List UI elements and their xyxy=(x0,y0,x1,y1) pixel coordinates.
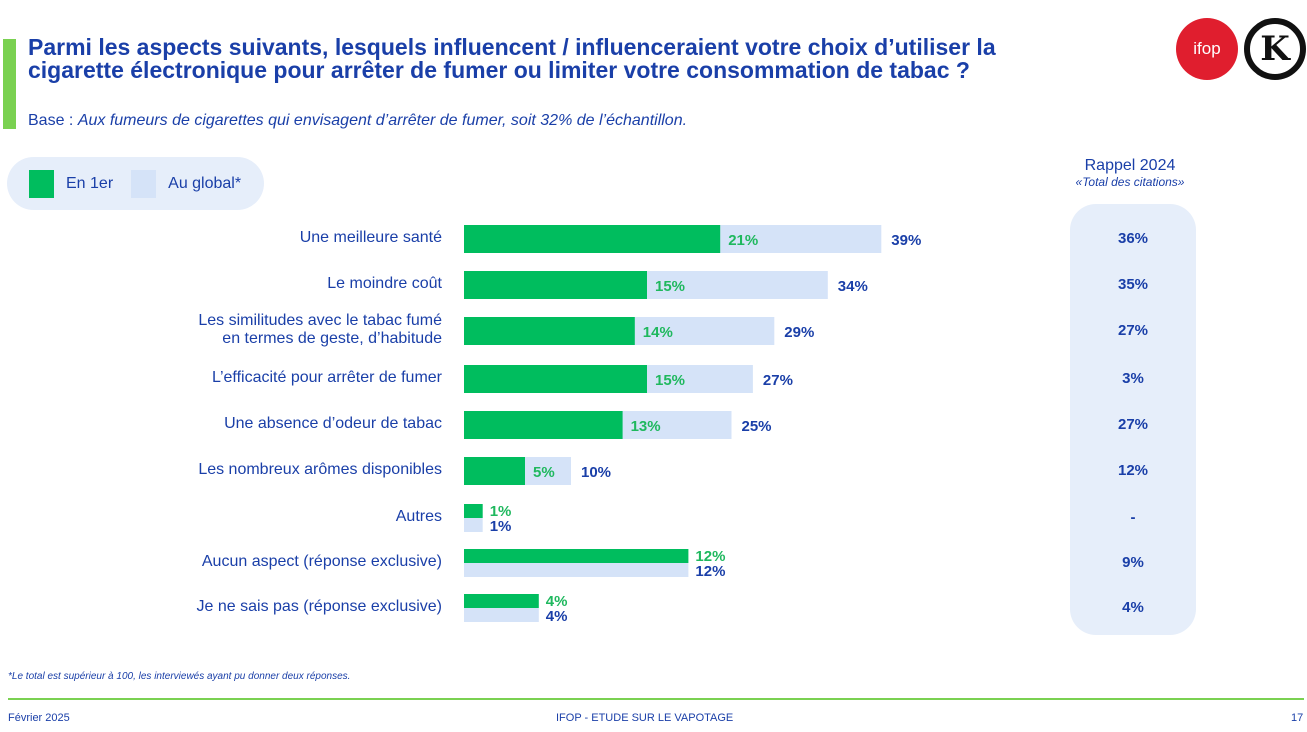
data-label-global: 12% xyxy=(695,563,725,580)
legend-swatch-first xyxy=(29,169,54,198)
bar-first xyxy=(464,317,635,345)
category-label-line: L’efficacité pour arrêter de fumer xyxy=(211,369,442,386)
category-label-line: Aucun aspect (réponse exclusive) xyxy=(201,553,442,570)
page-title: Parmi les aspects suivants, lesquels inf… xyxy=(28,34,996,83)
legend: En 1er Au global* xyxy=(7,157,264,210)
ifop-logo-text: ifop xyxy=(1193,39,1221,58)
bar-first xyxy=(464,225,721,253)
bar-first xyxy=(464,457,525,485)
data-label-global: 39% xyxy=(891,232,921,249)
partner-logo: K xyxy=(1244,18,1306,80)
category-label: Le moindre coût xyxy=(327,275,442,293)
data-label-global: 4% xyxy=(546,608,568,625)
data-label-global: 1% xyxy=(490,518,512,535)
footer-date: Février 2025 xyxy=(8,712,70,724)
rappel-title: Rappel 2024 xyxy=(1084,157,1176,174)
bar-first xyxy=(464,411,623,439)
data-label-first: 1% xyxy=(490,503,512,520)
category-label-line: Les similitudes avec le tabac fumé xyxy=(198,312,442,329)
bar-first xyxy=(464,504,483,518)
base-subtitle: Base : Aux fumeurs de cigarettes qui env… xyxy=(28,112,687,130)
legend-label-first: En 1er xyxy=(66,174,114,192)
data-label-first: 21% xyxy=(728,232,758,249)
category-label-line: Autres xyxy=(395,508,442,525)
partner-logo-glyph: K xyxy=(1260,29,1290,69)
category-label-line: Une meilleure santé xyxy=(299,229,442,246)
data-label-first: 15% xyxy=(655,278,685,295)
category-label-line: Les nombreux arômes disponibles xyxy=(198,461,442,478)
category-label: Autres xyxy=(396,508,442,526)
data-label-first: 12% xyxy=(695,548,725,565)
category-label-line: en termes de geste, d’habitude xyxy=(222,330,442,347)
rappel-value: 12% xyxy=(1117,462,1149,479)
footer-study: IFOP - ETUDE SUR LE VAPOTAGE xyxy=(556,712,734,724)
rappel-subtitle: «Total des citations» xyxy=(1075,175,1185,189)
data-label-global: 25% xyxy=(742,418,772,435)
rappel-value: 4% xyxy=(1122,599,1144,616)
category-label: Les similitudes avec le tabac fumé en ter… xyxy=(198,312,442,348)
data-label-first: 14% xyxy=(643,324,673,341)
bar-first xyxy=(464,594,539,608)
footnote: *Le total est supérieur à 100, les inter… xyxy=(8,671,351,682)
category-label: L’efficacité pour arrêter de fumer xyxy=(212,369,442,387)
rappel-value: 35% xyxy=(1117,276,1149,293)
rappel-value: 36% xyxy=(1117,230,1149,247)
page-number: 17 xyxy=(1291,712,1304,724)
category-label: Les nombreux arômes disponibles xyxy=(198,461,442,479)
data-label-global: 29% xyxy=(784,324,814,341)
rappel-column xyxy=(1070,204,1196,635)
data-label-first: 5% xyxy=(533,464,555,481)
data-label-first: 4% xyxy=(546,593,568,610)
base-label: Base : xyxy=(28,112,78,129)
category-label: Une meilleure santé xyxy=(300,229,442,247)
footer-divider xyxy=(8,698,1304,700)
data-label-global: 34% xyxy=(838,278,868,295)
bar-global xyxy=(464,608,539,622)
rappel-value: 9% xyxy=(1122,554,1144,571)
legend-swatch-global xyxy=(131,169,157,198)
bar-first xyxy=(464,271,647,299)
category-label: Je ne sais pas (réponse exclusive) xyxy=(197,598,442,616)
bar-global xyxy=(464,518,483,532)
rappel-value: 27% xyxy=(1117,416,1149,433)
category-label: Aucun aspect (réponse exclusive) xyxy=(202,553,442,571)
ifop-logo: ifop xyxy=(1176,18,1238,80)
category-label-line: Une absence d’odeur de tabac xyxy=(224,415,442,432)
category-label: Une absence d’odeur de tabac xyxy=(224,415,442,433)
rappel-value: 3% xyxy=(1122,370,1144,387)
accent-bar xyxy=(3,39,16,129)
rappel-value: - xyxy=(1130,509,1136,526)
category-label-line: Le moindre coût xyxy=(327,275,442,292)
bar-global xyxy=(464,563,689,577)
base-text: Aux fumeurs de cigarettes qui envisagent… xyxy=(77,112,688,129)
rappel-header: Rappel 2024 «Total des citations» xyxy=(1050,157,1210,189)
bar-first xyxy=(464,365,647,393)
data-label-global: 10% xyxy=(581,464,611,481)
data-label-global: 27% xyxy=(763,372,793,389)
bar-first xyxy=(464,549,689,563)
rappel-value: 27% xyxy=(1117,322,1149,339)
category-label-line: Je ne sais pas (réponse exclusive) xyxy=(196,598,442,615)
data-label-first: 13% xyxy=(631,418,661,435)
legend-label-global: Au global* xyxy=(168,174,242,192)
data-label-first: 15% xyxy=(655,372,685,389)
